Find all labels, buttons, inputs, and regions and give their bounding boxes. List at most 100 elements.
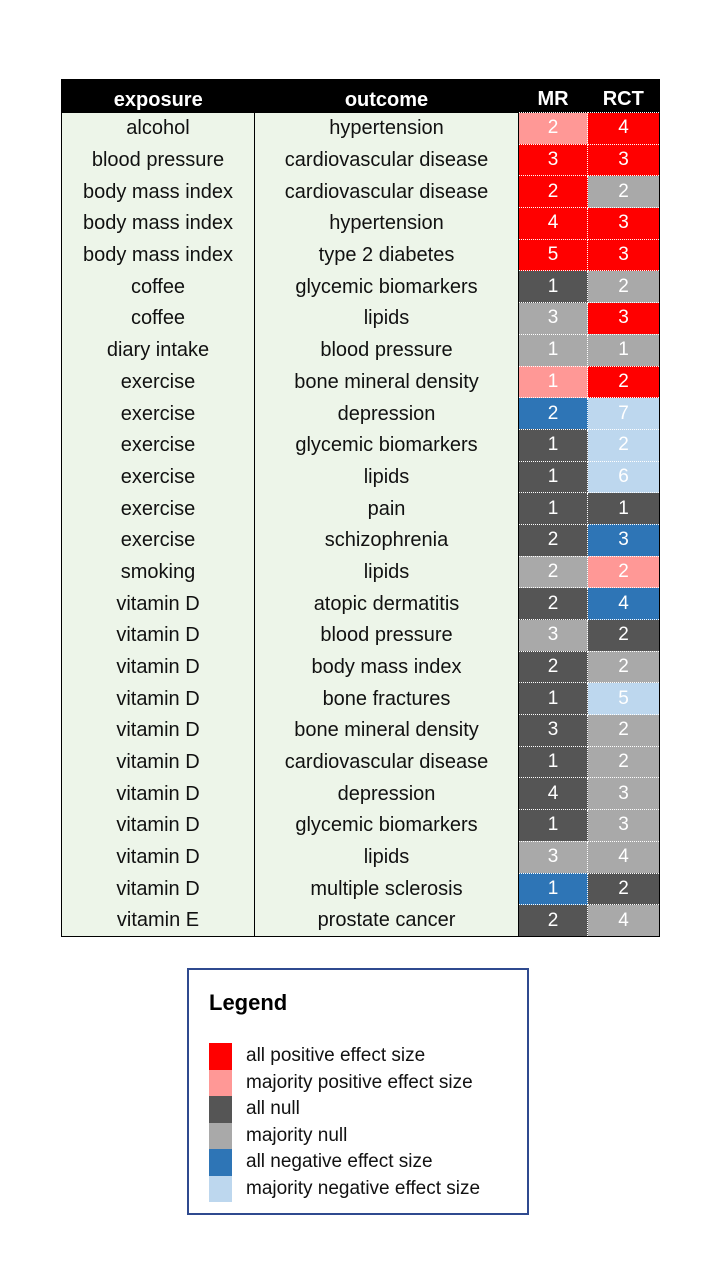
outcome-cell: body mass index xyxy=(254,651,519,683)
legend-item-majority-negative: majority negative effect size xyxy=(209,1175,481,1202)
exposure-cell: vitamin D xyxy=(61,746,255,778)
legend-item-majority-null: majority null xyxy=(209,1122,480,1149)
rct-count-cell: 3 xyxy=(587,302,660,335)
exposure-cell: exercise xyxy=(61,461,255,493)
exposure-cell: coffee xyxy=(61,302,255,335)
exposure-cell: exercise xyxy=(61,429,255,462)
rct-count-cell: 2 xyxy=(587,365,660,399)
rct-count-cell: 2 xyxy=(587,270,660,304)
legend-list: all positive effect size majority positiv… xyxy=(209,1043,480,1202)
mr-count-cell: 1 xyxy=(518,460,588,494)
table-row: exercise schizophrenia 2 3 xyxy=(61,523,660,557)
outcome-cell: bone mineral density xyxy=(254,714,519,747)
table-row: exercise glycemic biomarkers 1 2 xyxy=(61,428,660,462)
outcome-cell: bone fractures xyxy=(254,682,519,715)
rct-count-cell: 2 xyxy=(587,714,660,747)
mr-count-cell: 2 xyxy=(518,112,588,145)
rct-count-cell: 2 xyxy=(587,175,660,209)
legend-item-all-positive: all positive effect size xyxy=(209,1043,480,1070)
exposure-cell: vitamin E xyxy=(61,904,255,937)
table-row: blood pressure cardiovascular disease 3 3 xyxy=(61,143,660,177)
mr-count-cell: 3 xyxy=(518,840,588,874)
legend-label: majority negative effect size xyxy=(246,1177,481,1199)
mr-count-cell: 1 xyxy=(518,270,588,304)
rct-count-cell: 1 xyxy=(587,492,660,525)
mr-count-cell: 2 xyxy=(518,397,588,430)
legend-swatch xyxy=(209,1122,232,1149)
table-row: body mass index hypertension 4 3 xyxy=(61,207,660,240)
mr-count-cell: 1 xyxy=(518,333,588,367)
rct-count-cell: 2 xyxy=(587,872,660,906)
mr-count-cell: 3 xyxy=(518,143,588,177)
exposure-cell: body mass index xyxy=(61,239,255,271)
outcome-cell: cardiovascular disease xyxy=(254,175,519,208)
exposure-cell: vitamin D xyxy=(61,619,255,652)
mr-count-cell: 2 xyxy=(518,904,588,937)
rct-count-cell: 3 xyxy=(587,238,660,272)
legend-item-all-negative: all negative effect size xyxy=(209,1149,480,1176)
mr-count-cell: 3 xyxy=(518,302,588,335)
mr-count-cell: 4 xyxy=(518,777,588,811)
legend-swatch xyxy=(209,1149,232,1176)
outcome-cell: blood pressure xyxy=(254,619,519,652)
exposure-cell: coffee xyxy=(61,270,255,303)
mr-count-cell: 1 xyxy=(518,872,588,906)
exposure-cell: diary intake xyxy=(61,334,255,366)
exposure-cell: exercise xyxy=(61,397,255,430)
mr-count-cell: 5 xyxy=(518,238,588,272)
mr-count-cell: 1 xyxy=(518,492,588,525)
outcome-cell: lipids xyxy=(254,302,519,335)
mr-count-cell: 1 xyxy=(518,745,588,779)
mr-count-cell: 2 xyxy=(518,650,588,684)
exposure-cell: body mass index xyxy=(61,175,255,208)
exposure-cell: vitamin D xyxy=(61,651,255,683)
table-row: exercise lipids 1 6 xyxy=(61,460,660,494)
legend-swatch xyxy=(209,1175,232,1202)
legend-swatch xyxy=(209,1069,232,1096)
legend-item-majority-positive: majority positive effect size xyxy=(209,1069,480,1096)
outcome-cell: hypertension xyxy=(254,112,519,145)
rct-count-cell: 1 xyxy=(587,333,660,367)
outcome-cell: type 2 diabetes xyxy=(254,239,519,271)
outcome-cell: depression xyxy=(254,777,519,810)
table-row: smoking lipids 2 2 xyxy=(61,555,660,589)
rct-count-cell: 6 xyxy=(587,460,660,494)
mr-count-cell: 1 xyxy=(518,428,588,462)
table-row: diary intake blood pressure 1 1 xyxy=(61,333,660,367)
rct-count-cell: 3 xyxy=(587,777,660,811)
legend-item-all-null: all null xyxy=(209,1096,480,1123)
header-mr: MR xyxy=(518,79,588,113)
rct-count-cell: 3 xyxy=(587,143,660,177)
mr-count-cell: 2 xyxy=(518,175,588,209)
mr-count-cell: 1 xyxy=(518,809,588,842)
outcome-cell: pain xyxy=(254,492,519,525)
table-row: exercise pain 1 1 xyxy=(61,492,660,525)
rct-count-cell: 5 xyxy=(587,682,660,716)
outcome-cell: atopic dermatitis xyxy=(254,587,519,620)
rct-count-cell: 2 xyxy=(587,555,660,589)
outcome-cell: multiple sclerosis xyxy=(254,873,519,905)
rct-count-cell: 3 xyxy=(587,207,660,240)
legend-label: majority positive effect size xyxy=(246,1071,473,1093)
mr-count-cell: 4 xyxy=(518,207,588,240)
outcome-cell: schizophrenia xyxy=(254,524,519,557)
exposure-cell: vitamin D xyxy=(61,841,255,873)
legend-title: Legend xyxy=(209,990,288,1015)
header-exposure: exposure xyxy=(61,79,255,113)
legend-label: majority null xyxy=(246,1124,348,1146)
table-row: exercise depression 2 7 xyxy=(61,397,660,430)
exposure-cell: vitamin D xyxy=(61,682,255,715)
exposure-cell: alcohol xyxy=(61,112,255,145)
header-row: exposure outcome MR RCT xyxy=(61,79,660,113)
outcome-cell: glycemic biomarkers xyxy=(254,809,519,842)
exposure-cell: smoking xyxy=(61,556,255,588)
